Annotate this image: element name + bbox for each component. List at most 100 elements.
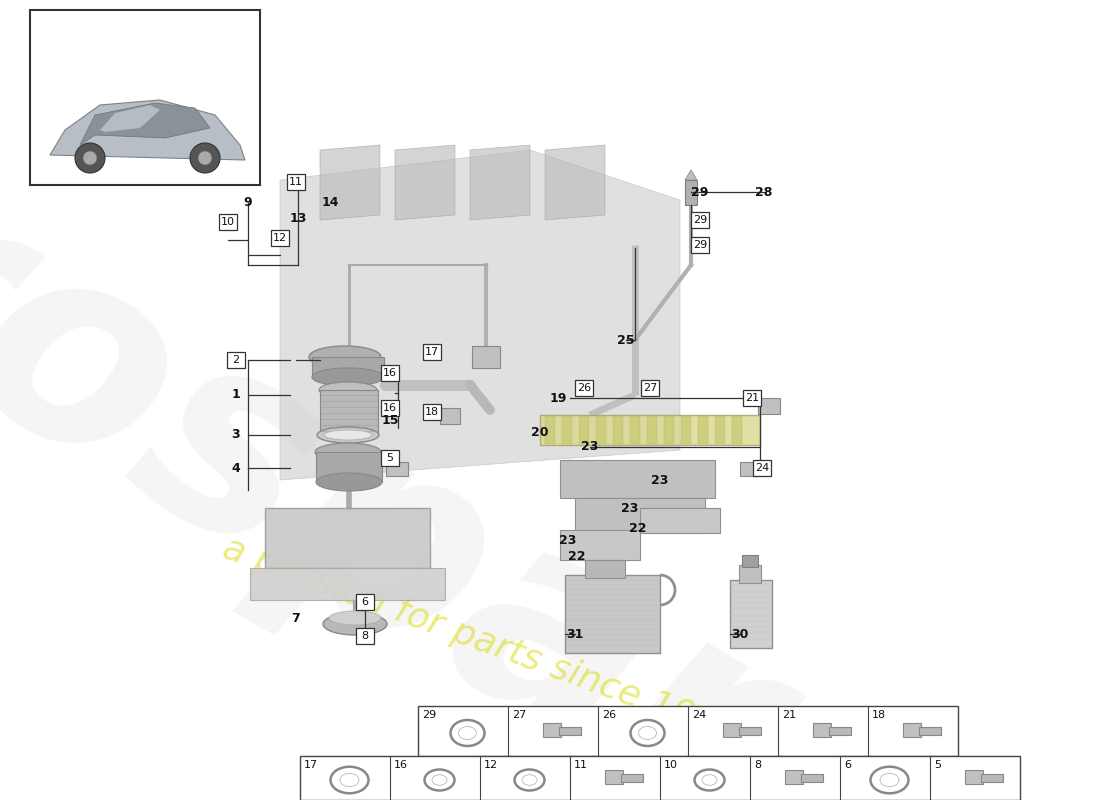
- Polygon shape: [250, 568, 446, 600]
- Text: a passion for parts since 1985: a passion for parts since 1985: [218, 530, 742, 750]
- Ellipse shape: [459, 726, 476, 739]
- Text: 22: 22: [569, 550, 585, 562]
- Text: 11: 11: [574, 760, 589, 770]
- Bar: [312, 357, 384, 377]
- Bar: [698, 416, 708, 444]
- FancyBboxPatch shape: [356, 594, 374, 610]
- FancyBboxPatch shape: [641, 380, 659, 396]
- Ellipse shape: [340, 774, 359, 786]
- Text: 10: 10: [664, 760, 678, 770]
- Bar: [980, 774, 1002, 782]
- Text: 18: 18: [872, 710, 887, 720]
- Text: 8: 8: [754, 760, 761, 770]
- Bar: [664, 416, 674, 444]
- Bar: [965, 770, 982, 784]
- Bar: [813, 723, 830, 737]
- Ellipse shape: [323, 613, 387, 635]
- Text: 12: 12: [484, 760, 498, 770]
- Polygon shape: [50, 100, 245, 160]
- Text: 11: 11: [289, 177, 302, 187]
- Text: 5: 5: [386, 453, 394, 463]
- Bar: [386, 462, 408, 476]
- Text: 6: 6: [844, 760, 851, 770]
- Polygon shape: [280, 150, 680, 480]
- Text: 10: 10: [221, 217, 235, 227]
- Bar: [320, 390, 378, 435]
- Text: 21: 21: [782, 710, 796, 720]
- Ellipse shape: [312, 368, 384, 386]
- Text: 13: 13: [289, 211, 307, 225]
- Text: 17: 17: [304, 760, 318, 770]
- Ellipse shape: [316, 473, 382, 491]
- Ellipse shape: [309, 346, 381, 368]
- FancyBboxPatch shape: [227, 352, 245, 368]
- FancyBboxPatch shape: [754, 460, 771, 476]
- FancyBboxPatch shape: [219, 214, 236, 230]
- Text: 2: 2: [232, 355, 240, 365]
- Text: 16: 16: [383, 368, 397, 378]
- Bar: [540, 415, 760, 445]
- Bar: [828, 727, 850, 735]
- FancyBboxPatch shape: [381, 400, 399, 416]
- Bar: [559, 727, 581, 735]
- Text: 23: 23: [621, 502, 639, 514]
- Bar: [562, 416, 572, 444]
- Bar: [542, 723, 561, 737]
- Polygon shape: [320, 145, 379, 220]
- Bar: [640, 508, 720, 533]
- Bar: [918, 727, 940, 735]
- Bar: [681, 416, 691, 444]
- Text: 30: 30: [732, 627, 749, 641]
- Bar: [620, 774, 642, 782]
- Polygon shape: [470, 145, 530, 220]
- Text: 29: 29: [422, 710, 437, 720]
- Circle shape: [82, 151, 97, 165]
- Text: 22: 22: [629, 522, 647, 534]
- Text: 21: 21: [745, 393, 759, 403]
- FancyBboxPatch shape: [742, 390, 761, 406]
- Bar: [605, 770, 623, 784]
- Bar: [585, 560, 625, 578]
- Bar: [758, 398, 780, 414]
- Text: 1: 1: [232, 389, 241, 402]
- Polygon shape: [544, 145, 605, 220]
- Text: 29: 29: [693, 215, 707, 225]
- Bar: [440, 408, 460, 424]
- Bar: [902, 723, 921, 737]
- Ellipse shape: [522, 774, 537, 786]
- Ellipse shape: [317, 427, 379, 443]
- Text: 28: 28: [756, 186, 772, 198]
- Polygon shape: [395, 145, 455, 220]
- Circle shape: [75, 143, 104, 173]
- Ellipse shape: [324, 430, 372, 440]
- Text: 24: 24: [692, 710, 706, 720]
- FancyBboxPatch shape: [381, 450, 399, 466]
- Text: 5: 5: [934, 760, 940, 770]
- Bar: [685, 180, 697, 205]
- FancyBboxPatch shape: [575, 380, 593, 396]
- FancyBboxPatch shape: [356, 628, 374, 644]
- Bar: [739, 565, 761, 583]
- Ellipse shape: [432, 774, 447, 786]
- Text: 29: 29: [693, 240, 707, 250]
- Ellipse shape: [702, 774, 717, 786]
- Text: 29: 29: [691, 186, 708, 198]
- Text: 8: 8: [362, 631, 369, 641]
- Text: 12: 12: [273, 233, 287, 243]
- Bar: [472, 346, 500, 368]
- Text: 14: 14: [321, 195, 339, 209]
- Bar: [730, 580, 772, 648]
- Ellipse shape: [329, 611, 381, 625]
- FancyBboxPatch shape: [287, 174, 305, 190]
- Polygon shape: [80, 103, 210, 145]
- Ellipse shape: [880, 774, 899, 786]
- Bar: [560, 460, 715, 498]
- Text: 27: 27: [642, 383, 657, 393]
- Text: 18: 18: [425, 407, 439, 417]
- Bar: [630, 416, 640, 444]
- Bar: [544, 416, 556, 444]
- Ellipse shape: [319, 382, 377, 398]
- Text: 24: 24: [755, 463, 769, 473]
- Text: 16: 16: [394, 760, 408, 770]
- FancyBboxPatch shape: [691, 212, 710, 228]
